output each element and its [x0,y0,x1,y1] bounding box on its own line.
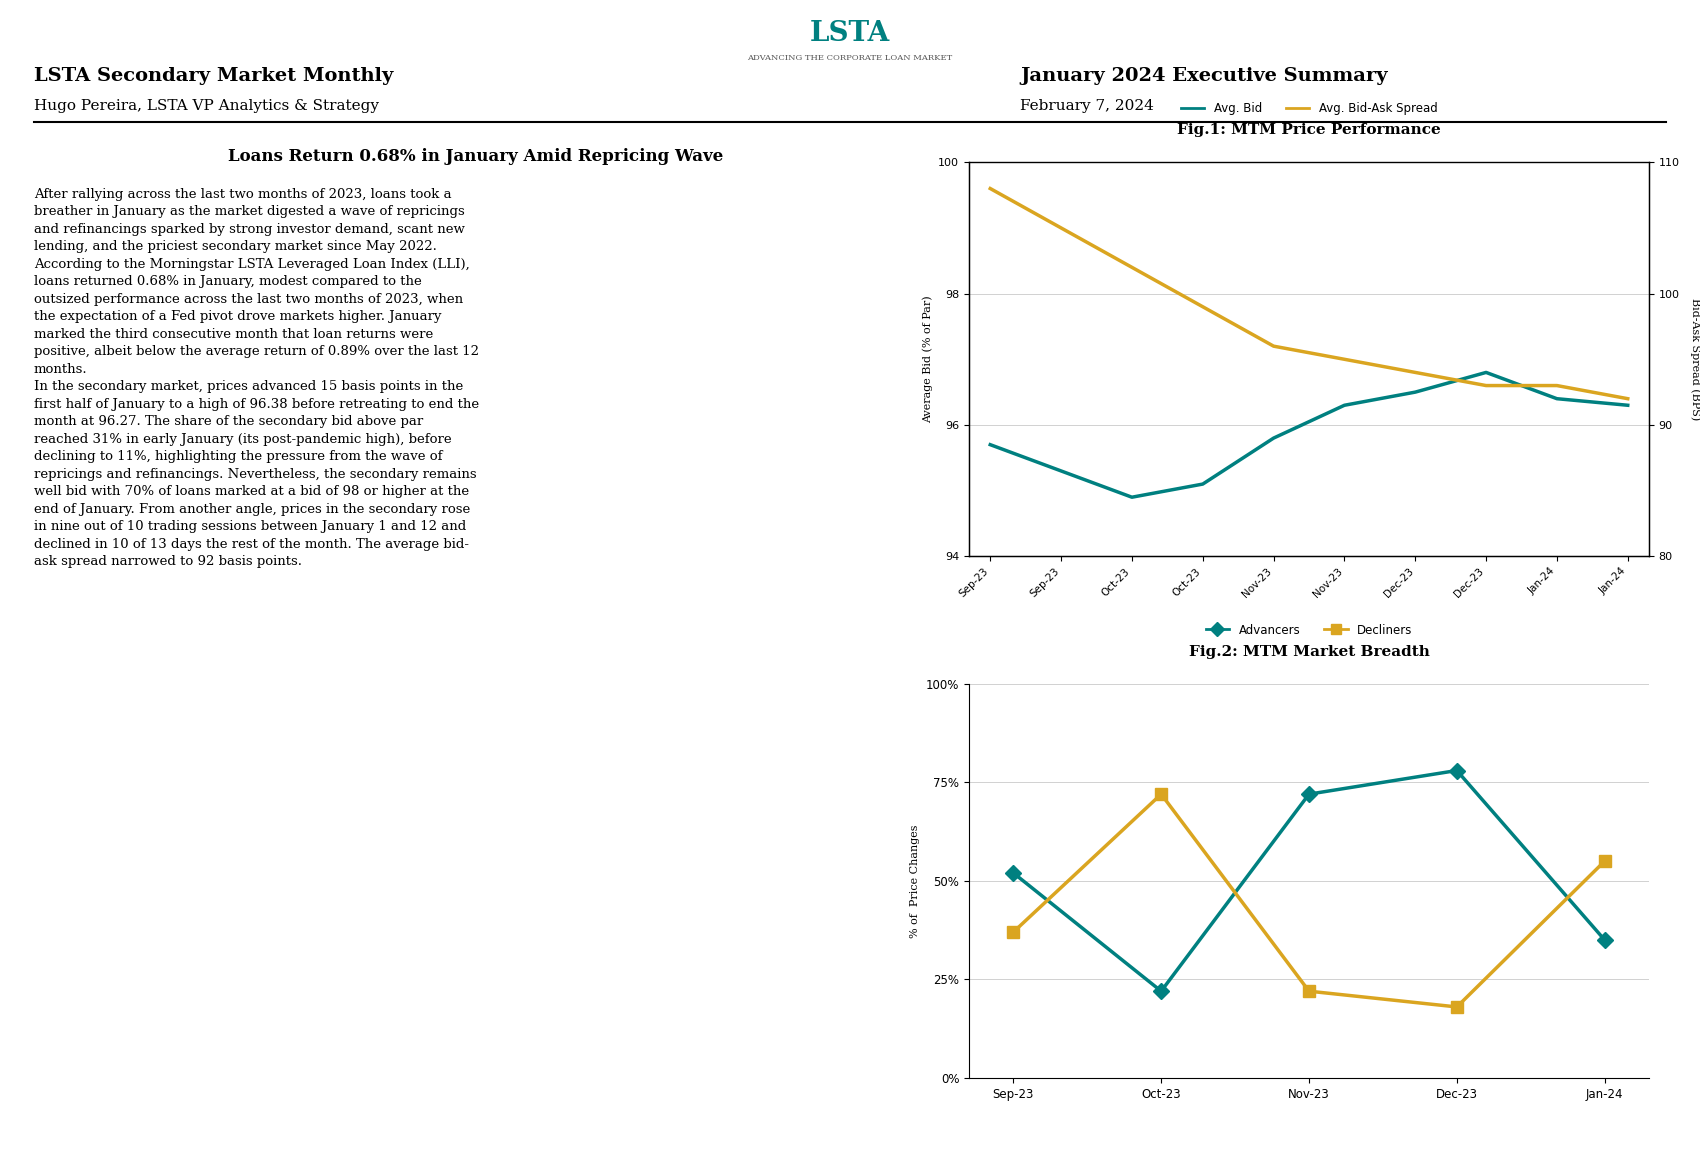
Title: Fig.2: MTM Market Breadth: Fig.2: MTM Market Breadth [1188,646,1430,659]
Y-axis label: Average Bid (% of Par): Average Bid (% of Par) [921,296,933,423]
Text: LSTA Secondary Market Monthly: LSTA Secondary Market Monthly [34,67,393,85]
Y-axis label: % of  Price Changes: % of Price Changes [910,824,920,938]
Legend: Advancers, Decliners: Advancers, Decliners [1200,619,1418,641]
Text: ADVANCING THE CORPORATE LOAN MARKET: ADVANCING THE CORPORATE LOAN MARKET [748,54,952,63]
Text: January 2024 Executive Summary: January 2024 Executive Summary [1020,67,1387,85]
Text: LSTA: LSTA [809,20,891,46]
Text: February 7, 2024: February 7, 2024 [1020,100,1154,114]
Y-axis label: Bid-Ask Spread (BPS): Bid-Ask Spread (BPS) [1690,298,1700,421]
Title: Fig.1: MTM Price Performance: Fig.1: MTM Price Performance [1176,124,1442,138]
Text: After rallying across the last two months of 2023, loans took a
breather in Janu: After rallying across the last two month… [34,188,479,569]
Text: Loans Return 0.68% in January Amid Repricing Wave: Loans Return 0.68% in January Amid Repri… [228,147,724,165]
Legend: Avg. Bid, Avg. Bid-Ask Spread: Avg. Bid, Avg. Bid-Ask Spread [1176,97,1442,119]
Text: Hugo Pereira, LSTA VP Analytics & Strategy: Hugo Pereira, LSTA VP Analytics & Strate… [34,100,379,114]
